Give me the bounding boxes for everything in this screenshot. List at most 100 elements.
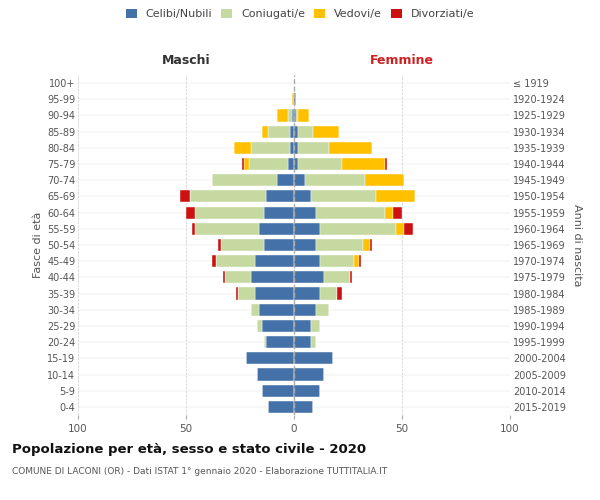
Bar bbox=[292, 110, 294, 122]
Bar bbox=[268, 401, 294, 413]
Bar bbox=[294, 384, 320, 397]
Bar bbox=[259, 222, 294, 235]
Bar bbox=[294, 401, 313, 413]
Text: Popolazione per età, sesso e stato civile - 2020: Popolazione per età, sesso e stato civil… bbox=[12, 442, 366, 456]
Bar bbox=[190, 190, 266, 202]
Bar bbox=[221, 239, 264, 251]
Text: COMUNE DI LACONI (OR) - Dati ISTAT 1° gennaio 2020 - Elaborazione TUTTITALIA.IT: COMUNE DI LACONI (OR) - Dati ISTAT 1° ge… bbox=[12, 468, 387, 476]
Bar bbox=[320, 222, 395, 235]
Bar bbox=[212, 255, 216, 268]
Bar bbox=[404, 222, 413, 235]
Bar bbox=[223, 272, 225, 283]
Y-axis label: Fasce di età: Fasce di età bbox=[32, 212, 43, 278]
Bar bbox=[337, 288, 341, 300]
Bar bbox=[385, 158, 387, 170]
Bar bbox=[277, 174, 294, 186]
Bar bbox=[294, 304, 316, 316]
Bar bbox=[359, 255, 361, 268]
Bar bbox=[320, 255, 355, 268]
Bar bbox=[262, 126, 268, 138]
Bar bbox=[294, 320, 311, 332]
Bar bbox=[294, 126, 298, 138]
Bar bbox=[194, 206, 264, 218]
Bar bbox=[298, 158, 341, 170]
Bar bbox=[238, 288, 255, 300]
Bar bbox=[264, 206, 294, 218]
Bar bbox=[294, 174, 305, 186]
Bar bbox=[262, 320, 294, 332]
Bar bbox=[363, 239, 370, 251]
Bar bbox=[216, 255, 255, 268]
Bar bbox=[294, 190, 311, 202]
Bar bbox=[305, 174, 365, 186]
Bar bbox=[395, 222, 404, 235]
Legend: Celibi/Nubili, Coniugati/e, Vedovi/e, Divorziati/e: Celibi/Nubili, Coniugati/e, Vedovi/e, Di… bbox=[122, 6, 478, 22]
Bar bbox=[298, 110, 309, 122]
Bar bbox=[294, 336, 311, 348]
Bar bbox=[266, 190, 294, 202]
Bar bbox=[287, 110, 292, 122]
Text: Femmine: Femmine bbox=[370, 54, 434, 68]
Bar bbox=[257, 368, 294, 380]
Bar bbox=[294, 206, 316, 218]
Bar bbox=[290, 126, 294, 138]
Bar bbox=[298, 126, 313, 138]
Bar bbox=[251, 142, 290, 154]
Bar bbox=[294, 222, 320, 235]
Bar bbox=[186, 206, 194, 218]
Bar bbox=[264, 239, 294, 251]
Bar bbox=[341, 158, 385, 170]
Y-axis label: Anni di nascita: Anni di nascita bbox=[572, 204, 583, 286]
Bar bbox=[365, 174, 404, 186]
Bar bbox=[311, 190, 376, 202]
Text: Maschi: Maschi bbox=[161, 54, 211, 68]
Bar bbox=[313, 126, 340, 138]
Bar bbox=[316, 206, 385, 218]
Bar bbox=[316, 304, 329, 316]
Bar bbox=[212, 174, 277, 186]
Bar bbox=[193, 222, 194, 235]
Bar bbox=[311, 320, 320, 332]
Bar bbox=[292, 93, 294, 106]
Bar bbox=[294, 158, 298, 170]
Bar bbox=[287, 158, 294, 170]
Bar bbox=[376, 190, 415, 202]
Bar bbox=[355, 255, 359, 268]
Bar bbox=[251, 272, 294, 283]
Bar bbox=[257, 320, 262, 332]
Bar bbox=[294, 93, 296, 106]
Bar bbox=[277, 110, 287, 122]
Bar bbox=[316, 239, 363, 251]
Bar bbox=[255, 255, 294, 268]
Bar bbox=[264, 336, 266, 348]
Bar bbox=[294, 288, 320, 300]
Bar bbox=[194, 222, 259, 235]
Bar bbox=[218, 239, 221, 251]
Bar bbox=[294, 255, 320, 268]
Bar bbox=[233, 142, 251, 154]
Bar bbox=[320, 288, 337, 300]
Bar bbox=[266, 336, 294, 348]
Bar bbox=[298, 142, 329, 154]
Bar bbox=[311, 336, 316, 348]
Bar bbox=[251, 304, 259, 316]
Bar bbox=[236, 288, 238, 300]
Bar bbox=[350, 272, 352, 283]
Bar bbox=[290, 142, 294, 154]
Bar bbox=[268, 126, 290, 138]
Bar bbox=[294, 352, 333, 364]
Bar bbox=[294, 142, 298, 154]
Bar bbox=[255, 288, 294, 300]
Bar bbox=[385, 206, 394, 218]
Bar bbox=[248, 158, 287, 170]
Bar bbox=[294, 110, 296, 122]
Bar bbox=[244, 158, 248, 170]
Bar bbox=[394, 206, 402, 218]
Bar bbox=[324, 272, 350, 283]
Bar bbox=[225, 272, 251, 283]
Bar bbox=[262, 384, 294, 397]
Bar bbox=[259, 304, 294, 316]
Bar bbox=[296, 110, 298, 122]
Bar bbox=[242, 158, 244, 170]
Bar bbox=[294, 368, 324, 380]
